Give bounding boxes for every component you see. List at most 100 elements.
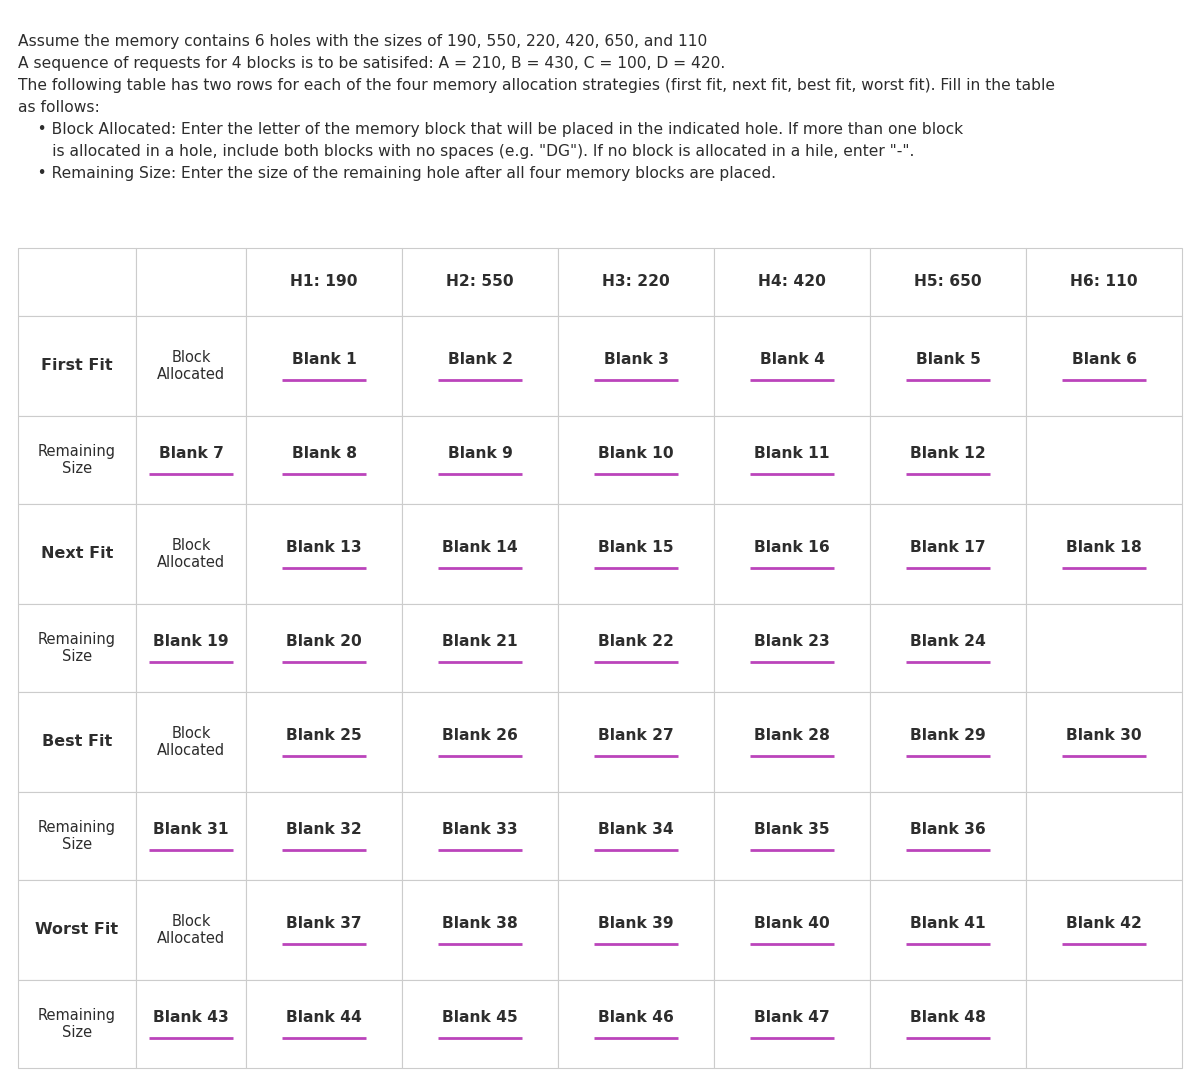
Text: Blank 46: Blank 46 bbox=[598, 1010, 674, 1025]
Text: Blank 9: Blank 9 bbox=[448, 447, 512, 462]
Text: Blank 42: Blank 42 bbox=[1066, 917, 1142, 932]
Text: • Block Allocated: Enter the letter of the memory block that will be placed in t: • Block Allocated: Enter the letter of t… bbox=[18, 122, 964, 137]
Bar bbox=[246, 504, 402, 604]
Bar bbox=[870, 416, 1026, 504]
Text: Blank 29: Blank 29 bbox=[910, 728, 986, 743]
Bar bbox=[402, 604, 558, 693]
Text: Blank 35: Blank 35 bbox=[754, 823, 830, 838]
Bar bbox=[870, 504, 1026, 604]
Bar bbox=[714, 604, 870, 693]
Bar bbox=[1026, 980, 1182, 1068]
Bar bbox=[402, 504, 558, 604]
Text: Blank 37: Blank 37 bbox=[286, 917, 362, 932]
Text: Blank 19: Blank 19 bbox=[154, 634, 229, 649]
Text: Blank 40: Blank 40 bbox=[754, 917, 830, 932]
Bar bbox=[18, 693, 136, 792]
Text: Blank 44: Blank 44 bbox=[286, 1010, 362, 1025]
Text: The following table has two rows for each of the four memory allocation strategi: The following table has two rows for eac… bbox=[18, 78, 1055, 93]
Text: First Fit: First Fit bbox=[41, 359, 113, 374]
Bar bbox=[1026, 604, 1182, 693]
Text: Blank 43: Blank 43 bbox=[154, 1010, 229, 1025]
Bar bbox=[136, 693, 246, 792]
Bar bbox=[714, 880, 870, 980]
Text: • Remaining Size: Enter the size of the remaining hole after all four memory blo: • Remaining Size: Enter the size of the … bbox=[18, 166, 776, 181]
Bar bbox=[246, 693, 402, 792]
Text: Blank 30: Blank 30 bbox=[1066, 728, 1142, 743]
Bar bbox=[558, 693, 714, 792]
Bar bbox=[246, 416, 402, 504]
Bar bbox=[558, 980, 714, 1068]
Bar bbox=[18, 248, 136, 316]
Text: Remaining
Size: Remaining Size bbox=[38, 444, 116, 476]
Bar bbox=[558, 604, 714, 693]
Text: Blank 23: Blank 23 bbox=[754, 634, 830, 649]
Bar bbox=[136, 504, 246, 604]
Bar bbox=[714, 693, 870, 792]
Text: Blank 5: Blank 5 bbox=[916, 352, 980, 367]
Bar bbox=[1026, 504, 1182, 604]
Text: Blank 7: Blank 7 bbox=[158, 447, 223, 462]
Bar bbox=[18, 880, 136, 980]
Text: Blank 15: Blank 15 bbox=[598, 541, 674, 556]
Text: Blank 36: Blank 36 bbox=[910, 823, 986, 838]
Text: Blank 25: Blank 25 bbox=[286, 728, 362, 743]
Text: Blank 33: Blank 33 bbox=[442, 823, 518, 838]
Bar bbox=[18, 792, 136, 880]
Text: Blank 10: Blank 10 bbox=[598, 447, 674, 462]
Text: as follows:: as follows: bbox=[18, 100, 100, 115]
Text: H4: 420: H4: 420 bbox=[758, 275, 826, 290]
Bar bbox=[558, 316, 714, 416]
Bar bbox=[714, 980, 870, 1068]
Bar bbox=[1026, 416, 1182, 504]
Text: Blank 8: Blank 8 bbox=[292, 447, 356, 462]
Text: Blank 34: Blank 34 bbox=[598, 823, 674, 838]
Text: Blank 39: Blank 39 bbox=[598, 917, 674, 932]
Text: Best Fit: Best Fit bbox=[42, 735, 112, 750]
Text: Blank 41: Blank 41 bbox=[910, 917, 986, 932]
Text: Remaining
Size: Remaining Size bbox=[38, 1008, 116, 1040]
Bar bbox=[246, 316, 402, 416]
Bar bbox=[136, 980, 246, 1068]
Text: Blank 14: Blank 14 bbox=[442, 541, 518, 556]
Text: Blank 12: Blank 12 bbox=[910, 447, 986, 462]
Bar bbox=[714, 316, 870, 416]
Text: Blank 3: Blank 3 bbox=[604, 352, 668, 367]
Text: Blank 45: Blank 45 bbox=[442, 1010, 518, 1025]
Text: Blank 32: Blank 32 bbox=[286, 823, 362, 838]
Text: Blank 1: Blank 1 bbox=[292, 352, 356, 367]
Text: Blank 48: Blank 48 bbox=[910, 1010, 986, 1025]
Bar bbox=[402, 980, 558, 1068]
Bar bbox=[246, 980, 402, 1068]
Bar bbox=[18, 504, 136, 604]
Bar bbox=[558, 504, 714, 604]
Bar bbox=[1026, 248, 1182, 316]
Bar bbox=[714, 416, 870, 504]
Text: Remaining
Size: Remaining Size bbox=[38, 820, 116, 852]
Bar bbox=[870, 316, 1026, 416]
Text: Blank 38: Blank 38 bbox=[442, 917, 518, 932]
Bar bbox=[136, 604, 246, 693]
Bar bbox=[18, 604, 136, 693]
Bar bbox=[402, 316, 558, 416]
Bar bbox=[402, 792, 558, 880]
Bar bbox=[1026, 693, 1182, 792]
Text: Blank 24: Blank 24 bbox=[910, 634, 986, 649]
Text: Blank 27: Blank 27 bbox=[598, 728, 674, 743]
Text: Block
Allocated: Block Allocated bbox=[157, 537, 226, 570]
Bar bbox=[402, 416, 558, 504]
Text: Block
Allocated: Block Allocated bbox=[157, 913, 226, 947]
Text: H6: 110: H6: 110 bbox=[1070, 275, 1138, 290]
Text: Blank 21: Blank 21 bbox=[442, 634, 518, 649]
Text: Blank 18: Blank 18 bbox=[1066, 541, 1142, 556]
Bar bbox=[870, 693, 1026, 792]
Bar bbox=[136, 880, 246, 980]
Bar bbox=[558, 792, 714, 880]
Bar bbox=[246, 792, 402, 880]
Text: A sequence of requests for 4 blocks is to be satisifed: A = 210, B = 430, C = 10: A sequence of requests for 4 blocks is t… bbox=[18, 56, 725, 71]
Text: Blank 11: Blank 11 bbox=[754, 447, 830, 462]
Text: Block
Allocated: Block Allocated bbox=[157, 726, 226, 758]
Bar bbox=[558, 248, 714, 316]
Text: Blank 17: Blank 17 bbox=[910, 541, 986, 556]
Text: Blank 2: Blank 2 bbox=[448, 352, 512, 367]
Text: is allocated in a hole, include both blocks with no spaces (e.g. "DG"). If no bl: is allocated in a hole, include both blo… bbox=[18, 144, 914, 159]
